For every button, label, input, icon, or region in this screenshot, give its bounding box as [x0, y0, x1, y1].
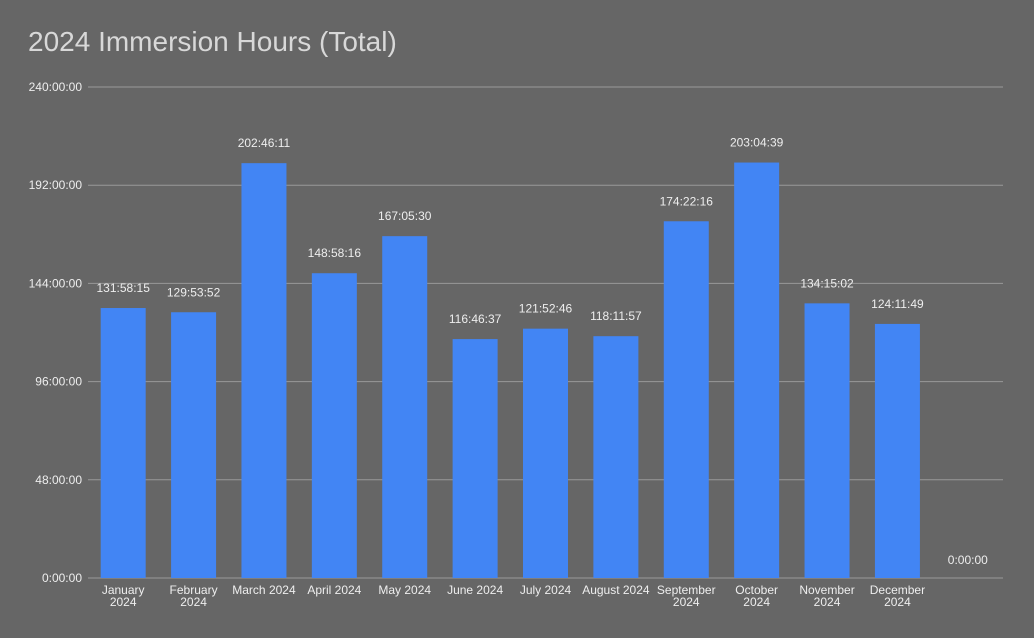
- y-tick-label: 144:00:00: [29, 276, 83, 290]
- data-label: 124:11:49: [871, 297, 924, 311]
- x-category-label: June 2024: [447, 583, 503, 597]
- bar: [311, 273, 357, 578]
- x-category-label: May 2024: [378, 583, 431, 597]
- bar: [100, 308, 146, 578]
- data-label: 202:46:11: [238, 136, 291, 150]
- x-axis-category-labels: January 2024 February 2024 March 2024 April 2…: [102, 583, 925, 609]
- data-labels: 131:58:15 129:53:52 202:46:11 148:58:16 167:…: [96, 136, 988, 567]
- data-label: 134:15:02: [800, 276, 854, 290]
- y-tick-label: 96:00:00: [35, 375, 82, 389]
- bar: [734, 162, 780, 578]
- y-axis-tick-labels: 0:00:00 48:00:00 96:00:00 144:00:00 192:00:0…: [29, 80, 83, 585]
- bar: [593, 336, 639, 578]
- bar: [663, 221, 709, 578]
- data-label: 0:00:00: [948, 553, 988, 567]
- x-category-label: April 2024: [307, 583, 361, 597]
- bar: [241, 163, 287, 578]
- data-label: 203:04:39: [730, 136, 784, 150]
- x-category-label: February 2024: [170, 583, 218, 609]
- y-tick-label: 0:00:00: [42, 571, 82, 585]
- bar: [452, 339, 498, 578]
- x-category-label: November 2024: [799, 583, 854, 609]
- x-category-label: December 2024: [870, 583, 925, 609]
- bar: [804, 303, 850, 578]
- data-label: 116:46:37: [449, 312, 502, 326]
- bar: [382, 236, 428, 578]
- bar: [874, 323, 920, 578]
- x-category-label: September 2024: [657, 583, 716, 609]
- data-label: 118:11:57: [590, 309, 642, 323]
- y-tick-label: 192:00:00: [29, 178, 83, 192]
- x-category-label: January 2024: [102, 583, 145, 609]
- bar: [171, 312, 217, 578]
- x-category-label: March 2024: [232, 583, 296, 597]
- data-label: 131:58:15: [96, 281, 150, 295]
- data-label: 174:22:16: [660, 194, 714, 208]
- data-label: 167:05:30: [378, 209, 432, 223]
- data-label: 148:58:16: [308, 246, 362, 260]
- chart-title: 2024 Immersion Hours (Total): [28, 26, 397, 57]
- y-tick-label: 48:00:00: [35, 473, 82, 487]
- x-category-label: October 2024: [735, 583, 778, 609]
- data-label: 121:52:46: [519, 302, 573, 316]
- x-category-label: July 2024: [520, 583, 572, 597]
- x-category-label: August 2024: [582, 583, 650, 597]
- bars: [100, 162, 920, 578]
- data-label: 129:53:52: [167, 285, 221, 299]
- y-tick-label: 240:00:00: [29, 80, 83, 94]
- bar: [523, 328, 568, 578]
